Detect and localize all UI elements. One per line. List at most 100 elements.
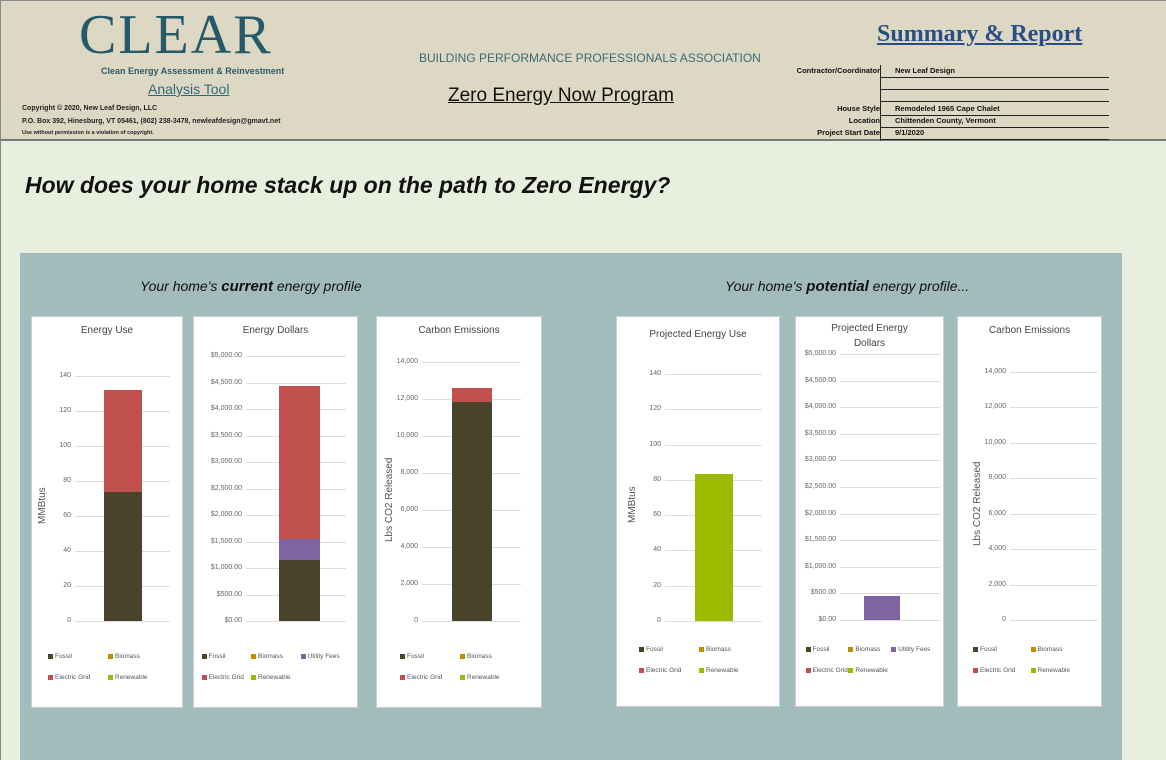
legend-item[interactable]: Fossil [639,646,699,653]
legend-item[interactable]: Electric Grid [805,667,849,674]
legend-item[interactable]: Utility Fees [300,653,351,660]
legend-item[interactable]: Electric Grid [973,667,1031,674]
legend-item[interactable]: Biomass [1030,646,1089,653]
legend-label: Biomass [706,646,731,653]
legend-item[interactable]: Fossil [400,653,460,660]
info-value[interactable]: Remodeled 1965 Cape Chalet [895,104,1000,113]
y-tick-label: 0 [414,617,418,624]
page-question: How does your home stack up on the path … [25,172,671,198]
gridline [665,409,762,411]
bar-segment-fossil[interactable] [452,401,492,621]
chart-projected-energy-dollars[interactable]: Projected Energy Dollars $0.00 $500.00 $1,0… [795,316,944,707]
chart-legend: Fossil Biomass Utility Fees Electric Grid Re… [201,653,352,681]
legend-item[interactable]: Biomass [699,646,759,653]
potential-post: energy profile... [868,278,970,294]
legend-swatch [300,654,306,659]
y-tick-label: 120 [59,407,71,414]
legend-item[interactable]: Renewable [460,674,520,681]
y-tick-label: 2,000 [400,580,418,587]
bar-segment-fossil[interactable] [104,491,142,621]
logo-subtitle: Clean Energy Assessment & Reinvestment [101,66,285,76]
gridline [1010,513,1098,515]
legend-swatch [1030,668,1036,673]
info-value[interactable]: Chittenden County, Vermont [895,116,996,125]
legend-swatch [639,647,644,652]
chart-energy-dollars[interactable]: Energy Dollars $0.00 $500.00 $1,000.00 $1,50… [193,316,358,708]
y-tick-label: $0.00 [818,616,836,623]
y-tick-label: 80 [63,477,71,484]
legend-item[interactable]: Fossil [201,653,252,660]
gridline [840,354,940,355]
chart-projected-energy-use[interactable]: Projected Energy Use 0 20 40 60 80 100 120 140 MM… [616,316,780,707]
legend-item[interactable]: Renewable [108,674,168,681]
legend-item[interactable]: Fossil [48,653,108,660]
gridline [75,621,170,622]
y-tick-label: $4,000.00 [804,403,836,411]
y-tick-label: 8,000 [400,469,418,476]
info-value[interactable]: New Leaf Design [895,66,956,75]
legend-label: Fossil [646,646,663,653]
info-row: Project Start Date 9/1/2020 [771,127,1111,139]
y-tick-label: $1,500.00 [210,537,242,545]
legend-label: Utility Fees [307,653,340,660]
gridline [840,513,940,515]
legend-item[interactable]: Renewable [699,667,759,674]
legend-swatch [48,675,53,680]
legend-swatch [251,654,256,659]
y-tick-label: $1,000.00 [210,564,242,571]
legend-item[interactable]: Renewable [1030,667,1089,674]
info-value[interactable]: 9/1/2020 [895,128,925,137]
bar-segment-renewable[interactable] [695,473,733,621]
legend-item[interactable]: Electric Grid [639,667,699,674]
legend-item[interactable]: Electric Grid [201,674,252,681]
legend-item[interactable]: Electric Grid [400,674,460,681]
info-underline [881,127,1109,128]
bar-segment-utility-fees[interactable] [864,596,900,620]
legend-label: Biomass [115,653,140,660]
bar-segment-electric-grid[interactable] [104,390,142,492]
y-tick-label: 0 [67,617,71,624]
legend-item[interactable]: Utility Fees [891,646,934,653]
legend-item[interactable]: Electric Grid [48,674,108,681]
chart-carbon-emissions[interactable]: Carbon Emissions 0 2,000 4,000 6,000 8,000 10,… [376,316,542,708]
info-row: Contractor/Coordinator New Leaf Design [771,65,1111,77]
legend-label: Biomass [467,653,492,660]
legend-item[interactable]: Biomass [848,646,891,653]
legend-label: Electric Grid [55,674,91,681]
legend-swatch [460,675,465,680]
gridline [422,621,521,622]
bar-segment-fossil[interactable] [279,560,320,621]
y-tick-label: 8,000 [988,474,1006,482]
chart-legend: Fossil Biomass Utility Fees Electric Grid Re… [805,646,936,674]
chart-energy-use[interactable]: Energy Use 0 20 40 60 80 100 120 140 MMBtus Fossil… [31,316,183,708]
bar-segment-electric-grid[interactable] [452,387,492,402]
analysis-tool-link[interactable]: Analysis Tool [148,81,230,97]
legend-item[interactable]: Fossil [805,646,849,653]
chart-legend: Fossil Biomass Electric Grid Renewable [48,653,168,681]
legend-swatch [48,654,53,659]
legend-item[interactable]: Fossil [973,646,1031,653]
y-tick-label: $2,500.00 [210,484,242,492]
y-tick-label: 120 [649,405,661,413]
legend-item[interactable]: Renewable [251,674,301,681]
legend-item[interactable]: Biomass [460,653,520,660]
legend-swatch [848,668,854,673]
legend-label: Renewable [467,674,500,681]
y-tick-label: $500.00 [216,590,242,598]
y-tick-label: $2,000.00 [210,511,242,518]
y-tick-label: $4,000.00 [210,405,242,412]
info-underline [881,101,1109,102]
info-row: House Style Remodeled 1965 Cape Chalet [771,103,1111,115]
y-tick-label: 12,000 [984,403,1006,411]
chart-carbon-emissions[interactable]: Carbon Emissions 0 2,000 4,000 6,000 8,000 10,… [957,316,1102,707]
y-tick-label: 60 [63,512,71,519]
bar-segment-utility-fees[interactable] [279,538,320,561]
legend-item[interactable]: Renewable [848,667,891,674]
legend-label: Biomass [258,653,283,660]
legend-item[interactable]: Biomass [108,653,168,660]
gridline [1010,372,1098,373]
bar-segment-electric-grid[interactable] [279,385,320,539]
chart-legend: Fossil Biomass Electric Grid Renewable [639,646,759,674]
info-divider [880,65,881,141]
legend-item[interactable]: Biomass [251,653,301,660]
